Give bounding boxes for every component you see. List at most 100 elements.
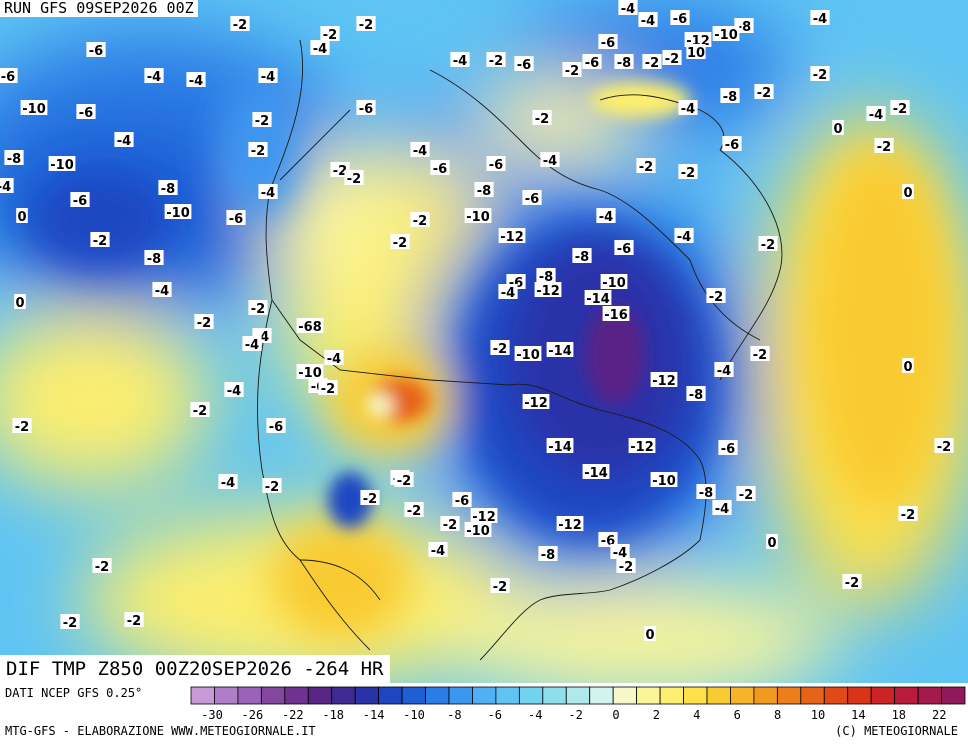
- color-scale-cell: [190, 686, 215, 705]
- isotherm-label-text: -8: [541, 548, 555, 563]
- color-scale-tick-label: 14: [851, 708, 865, 722]
- isotherm-label-box: [226, 210, 246, 225]
- isotherm-label: -12: [534, 282, 562, 299]
- isotherm-label: -2: [750, 346, 770, 363]
- isotherm-label: -2: [662, 50, 682, 67]
- isotherm-label: -4: [810, 10, 830, 27]
- isotherm-label-box: [650, 472, 678, 487]
- isotherm-label-box: [582, 54, 602, 69]
- isotherm-label-box: [428, 542, 448, 557]
- isotherm-label-text: -4: [599, 210, 613, 225]
- data-source-label: DATI NCEP GFS 0.25°: [5, 686, 143, 700]
- isotherm-label-box: [318, 380, 338, 395]
- isotherm-label-text: -8: [539, 270, 553, 285]
- isotherm-label-box: [514, 346, 542, 361]
- isotherm-label-text: -2: [665, 52, 679, 67]
- isotherm-label-text: -6: [79, 106, 93, 121]
- color-scale-cell: [284, 686, 309, 705]
- isotherm-label-box: [356, 16, 376, 31]
- isotherm-label-box: [164, 204, 192, 219]
- isotherm-label-text: -2: [255, 114, 269, 129]
- isotherm-label-text: -2: [877, 140, 891, 155]
- isotherm-label: -12: [498, 228, 526, 245]
- isotherm-label-text: -2: [681, 166, 695, 181]
- isotherm-label: -2: [874, 138, 894, 155]
- isotherm-label-box: [242, 336, 262, 351]
- isotherm-label: 0: [14, 294, 26, 311]
- isotherm-label-text: -2: [565, 64, 579, 79]
- color-scale-tick-label: -14: [363, 708, 385, 722]
- isotherm-label: -10: [48, 156, 76, 173]
- isotherm-label-text: -8: [7, 152, 21, 167]
- isotherm-label-box: [642, 54, 662, 69]
- isotherm-label-text: -10: [166, 206, 190, 221]
- isotherm-label-box: [538, 546, 558, 561]
- color-scale-tick-label: -4: [528, 708, 542, 722]
- isotherm-label-text: -10: [602, 276, 626, 291]
- isotherm-label-text: -2: [753, 348, 767, 363]
- isotherm-label-box: [934, 438, 954, 453]
- isotherm-label-text: -2: [619, 560, 633, 575]
- isotherm-label: -6: [670, 10, 690, 27]
- isotherm-label-text: -6: [489, 158, 503, 173]
- isotherm-label-text: -4: [261, 186, 275, 201]
- color-scale-cell: [354, 686, 380, 705]
- isotherm-label: -8: [474, 182, 494, 199]
- isotherm-label: -10: [464, 208, 492, 225]
- isotherm-label-box: [404, 502, 424, 517]
- isotherm-label-box: [618, 0, 638, 15]
- isotherm-label: -2: [318, 380, 338, 397]
- color-scale-tick-label: 4: [693, 708, 700, 722]
- isotherm-label-box: [310, 40, 330, 55]
- isotherm-label: -2: [736, 486, 756, 503]
- isotherm-label-text: -4: [453, 54, 467, 69]
- isotherm-label: -2: [252, 112, 272, 129]
- isotherm-label: -6: [86, 42, 106, 59]
- isotherm-label-box: [356, 100, 376, 115]
- color-scale-cell: [518, 686, 544, 705]
- isotherm-label: -14: [584, 290, 612, 307]
- isotherm-label: -4: [674, 228, 694, 245]
- isotherm-label-box: [324, 350, 344, 365]
- isotherm-label: -4: [714, 362, 734, 379]
- isotherm-label: -2: [360, 490, 380, 507]
- isotherm-label: -6: [718, 440, 738, 457]
- isotherm-label-box: [750, 346, 770, 361]
- isotherm-label: -6: [614, 240, 634, 257]
- isotherm-label-box: [534, 282, 562, 297]
- isotherm-label-box: [430, 160, 450, 175]
- isotherm-label-box: [190, 402, 210, 417]
- isotherm-label: -8: [614, 54, 634, 71]
- isotherm-label-box: [736, 486, 756, 501]
- isotherm-label-box: [582, 464, 610, 479]
- color-scale-tick-label: -6: [488, 708, 502, 722]
- isotherm-label-text: -2: [893, 102, 907, 117]
- isotherm-label-text: -2: [413, 214, 427, 229]
- isotherm-label: -12: [556, 516, 584, 533]
- copyright-notice: (C) METEOGIORNALE: [835, 724, 958, 738]
- isotherm-label-box: [498, 284, 518, 299]
- isotherm-label-box: [696, 484, 716, 499]
- isotherm-label-box: [686, 44, 706, 59]
- isotherm-label: -4: [224, 382, 244, 399]
- isotherm-label-box: [258, 184, 278, 199]
- isotherm-label: -10: [712, 26, 740, 43]
- isotherm-label-box: [486, 156, 506, 171]
- color-scale-tick-label: 10: [811, 708, 825, 722]
- isotherm-label-box: [902, 184, 914, 199]
- isotherm-label: 0: [902, 358, 914, 375]
- isotherm-label: -2: [890, 100, 910, 117]
- color-scale-cell: [448, 686, 473, 705]
- color-scale-cell: [870, 686, 896, 705]
- isotherm-label-box: [638, 12, 658, 27]
- isotherm-label-box: [522, 190, 542, 205]
- isotherm-label-box: [296, 364, 324, 379]
- isotherm-label-box: [124, 612, 144, 627]
- color-scale-tick-label: -26: [242, 708, 264, 722]
- color-scale-cells: [190, 686, 966, 705]
- isotherm-label-box: [584, 290, 612, 305]
- isotherm-label: -6: [452, 492, 472, 509]
- color-scale-cell: [706, 686, 731, 705]
- color-scale-cell: [636, 686, 661, 705]
- isotherm-label-text: -4: [189, 74, 203, 89]
